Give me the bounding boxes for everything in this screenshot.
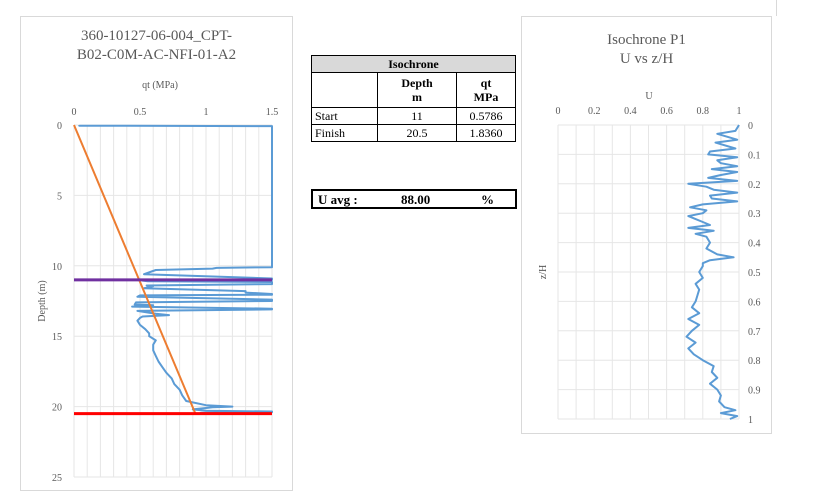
- y-axis-label: z/H: [538, 265, 549, 279]
- y-tick-label: 25: [52, 473, 62, 484]
- row-label: Finish: [311, 124, 378, 142]
- y-tick-label: 5: [57, 191, 62, 202]
- left-chart-title-line1: 360-10127-06-004_CPT-: [80, 28, 233, 44]
- y-tick-label: 0.6: [748, 297, 761, 308]
- right-chart-title-line2: U vs z/H: [619, 51, 674, 67]
- qt-unit-text: MPa: [473, 90, 499, 104]
- x-tick-label: 1: [204, 107, 209, 118]
- isochrone-plot: 0 0.2 0.4 0.6 0.8 100.10.20.30.40.50.60.70.80…: [538, 91, 761, 426]
- y-tick-label: 15: [52, 332, 62, 343]
- cpt-qt-line: [78, 124, 273, 414]
- x-axis-label: qt (MPa): [142, 80, 178, 91]
- u-avg-label: U avg :: [318, 192, 358, 207]
- depth-header-text: Depth: [401, 76, 433, 90]
- y-tick-label: 0: [57, 121, 62, 132]
- x-tick-label: 0: [72, 107, 77, 118]
- qt-header-text: qt: [480, 76, 492, 90]
- x-tick-label: 1: [737, 106, 742, 117]
- isochrone-chart: Isochrone P1 U vs z/H 0 0.2 0.4 0.6 0.8 1 0 0.1…: [521, 16, 772, 434]
- y-tick-label: 0.8: [748, 356, 761, 367]
- table-title: Isochrone: [311, 55, 516, 73]
- x-tick-label: 0.4: [624, 106, 637, 117]
- row-qt: 1.8360: [456, 124, 516, 142]
- y-tick-label: 20: [52, 403, 62, 414]
- isochrone-line: [73, 124, 197, 414]
- y-axis-label: Depth (m): [37, 280, 48, 321]
- table-row: Finish 20.5 1.8360: [311, 124, 516, 142]
- table-header-blank: [311, 72, 378, 108]
- x-tick-label: 0.5: [134, 107, 147, 118]
- y-tick-label: 0: [748, 121, 753, 132]
- x-tick-label: 1.5: [266, 107, 279, 118]
- y-tick-label: 0.4: [748, 239, 761, 250]
- x-tick-label: 0.8: [697, 106, 710, 117]
- x-tick-label: 0.6: [660, 106, 673, 117]
- depth-unit-text: m: [412, 90, 422, 104]
- isochrone-table: Isochrone Depth m qt MPa Start 11 0.5786…: [311, 55, 516, 142]
- u-avg-box: U avg : 88.00 %: [311, 189, 517, 209]
- y-tick-label: 0.2: [748, 180, 761, 191]
- u-avg-unit: %: [481, 192, 494, 207]
- row-depth: 11: [377, 107, 457, 125]
- y-tick-label: 0.7: [748, 327, 761, 338]
- x-axis-label: U: [645, 91, 653, 102]
- y-tick-label: 1: [748, 415, 753, 426]
- y-tick-label: 0.5: [748, 268, 761, 279]
- y-tick-label: 10: [52, 262, 62, 273]
- x-tick-label: 0.2: [588, 106, 601, 117]
- row-depth: 20.5: [377, 124, 457, 142]
- right-chart-title-line1: Isochrone P1: [607, 32, 686, 48]
- u-avg-value: 88.00: [401, 192, 431, 207]
- y-tick-label: 0.3: [748, 209, 761, 220]
- table-row: Start 11 0.5786: [311, 107, 516, 125]
- y-tick-label: 0.1: [748, 150, 761, 161]
- left-chart-title-line2: B02-C0M-AC-NFI-01-A2: [76, 47, 237, 63]
- row-label: Start: [311, 107, 378, 125]
- qt-column-header: qt MPa: [456, 72, 516, 108]
- y-tick-label: 0.9: [748, 386, 761, 397]
- x-tick-label: 0: [556, 106, 561, 117]
- qt-depth-plot: 0 0.5 1 1.5 0 5 10 15 20 25 qt (MPa) Depth (m): [37, 80, 279, 484]
- u-profile-line: [685, 124, 740, 420]
- depth-column-header: Depth m: [377, 72, 457, 108]
- window-edge-line: [776, 0, 777, 16]
- qt-depth-chart: 360-10127-06-004_CPT- B02-C0M-AC-NFI-01-…: [20, 16, 293, 491]
- row-qt: 0.5786: [456, 107, 516, 125]
